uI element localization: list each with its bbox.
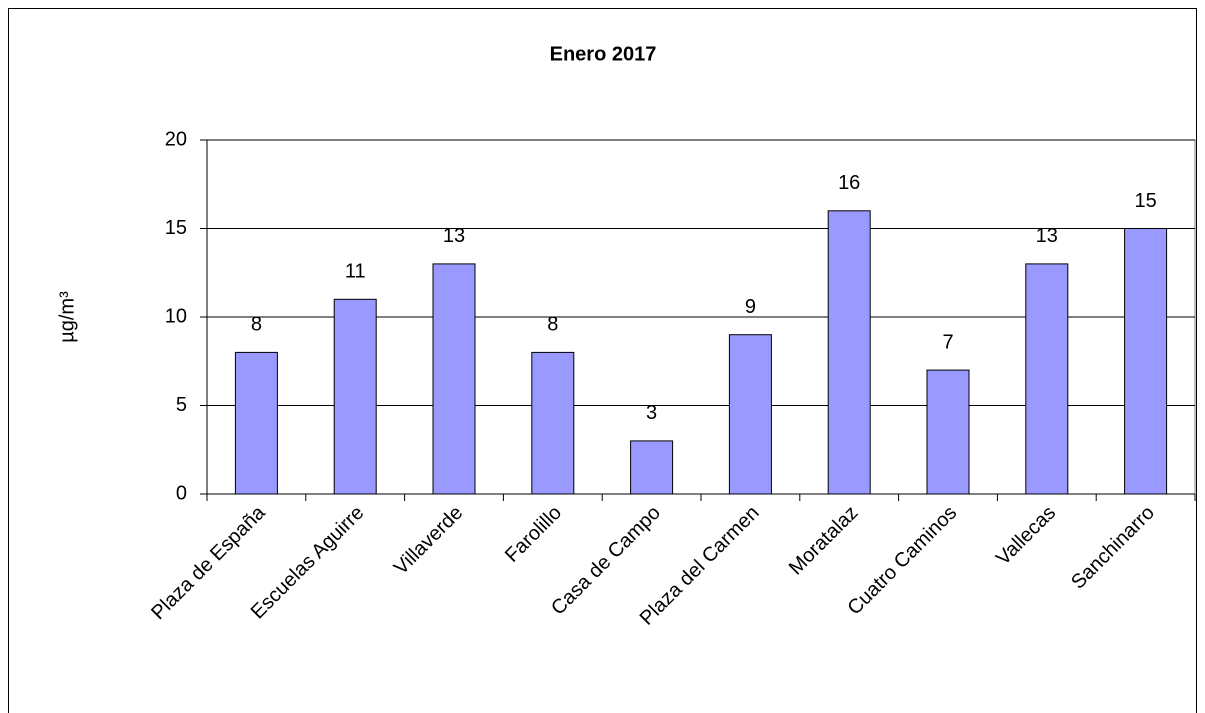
- bar: [630, 440, 674, 495]
- y-tick-label: 15: [165, 217, 187, 239]
- bar: [531, 351, 575, 495]
- x-tick-label: Farolillo: [501, 502, 566, 567]
- x-tick-label: Sanchinarro: [1067, 502, 1159, 594]
- value-label: 3: [646, 402, 657, 424]
- y-axis-label: µg/m³: [56, 291, 78, 343]
- value-label: 11: [345, 261, 366, 283]
- x-tick-label: Villaverde: [390, 502, 467, 579]
- value-label: 13: [1036, 225, 1058, 247]
- bar: [432, 263, 476, 495]
- x-tick-label: Vallecas: [992, 502, 1060, 570]
- y-tick-label: 20: [165, 128, 187, 150]
- bar: [926, 369, 970, 495]
- chart-frame: [8, 8, 1197, 713]
- bar: [1124, 228, 1168, 495]
- bar: [333, 298, 377, 495]
- bar: [827, 210, 871, 495]
- y-tick-label: 0: [176, 482, 187, 504]
- value-label: 13: [443, 225, 465, 247]
- bar: [728, 334, 772, 495]
- value-label: 9: [745, 296, 756, 318]
- x-tick-label: Cuatro Caminos: [844, 502, 962, 620]
- value-label: 8: [547, 314, 558, 336]
- chart-title: Enero 2017: [550, 43, 657, 65]
- bar: [1025, 263, 1069, 495]
- y-tick-label: 5: [176, 394, 187, 416]
- value-label: 16: [838, 172, 860, 194]
- bar: [234, 351, 278, 495]
- y-tick-label: 10: [165, 305, 187, 327]
- value-label: 8: [251, 314, 262, 336]
- value-label: 7: [942, 331, 953, 353]
- value-label: 15: [1134, 190, 1156, 212]
- x-tick-label: Moratalaz: [785, 502, 863, 580]
